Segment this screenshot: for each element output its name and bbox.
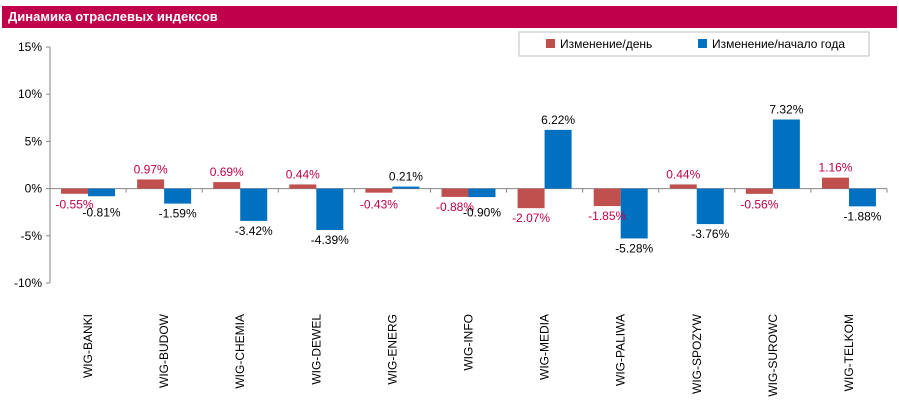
category-label: WIG-SUROWC (766, 314, 780, 397)
bar-day (61, 188, 89, 194)
category-label: WIG-CHEMIA (233, 314, 247, 389)
data-labels: -0.55%-0.81% 0.97% -1.59% 0.69% -3.42% 0.44% -… (56, 102, 882, 255)
data-label: -0.56% (740, 198, 778, 212)
bars (61, 119, 876, 239)
category-label: WIG-BUDOW (157, 313, 171, 388)
category-label: WIG-MEDIA (538, 314, 552, 380)
bar-day (137, 179, 165, 189)
bar-ytd (468, 188, 496, 198)
bar-day (517, 188, 545, 209)
category-label: WIG-ENERG (385, 314, 399, 385)
bar-day (289, 184, 317, 189)
data-label: -5.28% (615, 241, 653, 255)
data-label: -0.55% (56, 198, 94, 212)
bar-ytd (772, 119, 800, 189)
y-tick-label: -10% (14, 276, 42, 290)
data-label: 0.21% (389, 170, 423, 184)
category-labels: WIG-BANKI WIG-BUDOW WIG-CHEMIA WIG-DEWEL WIG… (81, 313, 856, 396)
y-tick-label: 5% (25, 134, 43, 148)
category-label: WIG-TELKOM (842, 314, 856, 391)
bar-ytd (696, 188, 724, 225)
data-label: -0.90% (463, 206, 501, 220)
data-label: -1.88% (843, 209, 881, 223)
bar-day (745, 188, 773, 194)
legend-swatch-ytd (698, 39, 707, 48)
y-tick-label: 0% (25, 182, 43, 196)
data-label: -1.85% (588, 209, 626, 223)
bar-ytd (848, 188, 876, 207)
data-label: 0.69% (210, 165, 244, 179)
bar-ytd (620, 188, 648, 239)
legend: Изменение/день Изменение/начало года (518, 31, 870, 57)
data-label: 1.16% (818, 161, 852, 175)
bar-ytd (544, 129, 572, 189)
category-label: WIG-PALIWA (614, 314, 628, 386)
data-label: 6.22% (541, 113, 575, 127)
bar-ytd (88, 188, 116, 197)
data-label: -3.42% (235, 224, 273, 238)
bar-ytd (240, 188, 268, 221)
data-label: -0.88% (436, 200, 474, 214)
data-label: -4.39% (311, 233, 349, 247)
data-label: -1.59% (159, 207, 197, 221)
category-label: WIG-SPOZYW (690, 313, 704, 394)
bar-day (213, 182, 241, 189)
legend-label-day: Изменение/день (560, 37, 652, 51)
data-label: -0.43% (360, 198, 398, 212)
bar-day (821, 177, 849, 189)
legend-swatch-day (546, 39, 555, 48)
category-label: WIG-INFO (462, 314, 476, 371)
data-label: -2.07% (512, 211, 550, 225)
data-label: 0.44% (286, 167, 320, 181)
data-label: 0.97% (134, 162, 168, 176)
legend-label-ytd: Изменение/начало года (712, 37, 845, 51)
legend-box (518, 31, 870, 57)
category-label: WIG-BANKI (81, 314, 95, 378)
chart-title: Динамика отраслевых индексов (2, 6, 897, 28)
bar-ytd (392, 186, 420, 189)
y-tick-label: -5% (21, 229, 43, 243)
data-label: 7.32% (769, 102, 803, 116)
bar-day (365, 188, 393, 193)
y-tick-label: 15% (18, 40, 42, 54)
data-label: -0.81% (83, 206, 121, 220)
y-tick-label: 10% (18, 87, 42, 101)
bar-day (669, 184, 697, 189)
bar-day (441, 188, 469, 197)
bar-day (593, 188, 621, 207)
data-label: -3.76% (691, 227, 729, 241)
category-label: WIG-DEWEL (309, 314, 323, 385)
bar-ytd (316, 188, 344, 231)
bar-ytd (164, 188, 192, 204)
data-label: 0.44% (666, 167, 700, 181)
